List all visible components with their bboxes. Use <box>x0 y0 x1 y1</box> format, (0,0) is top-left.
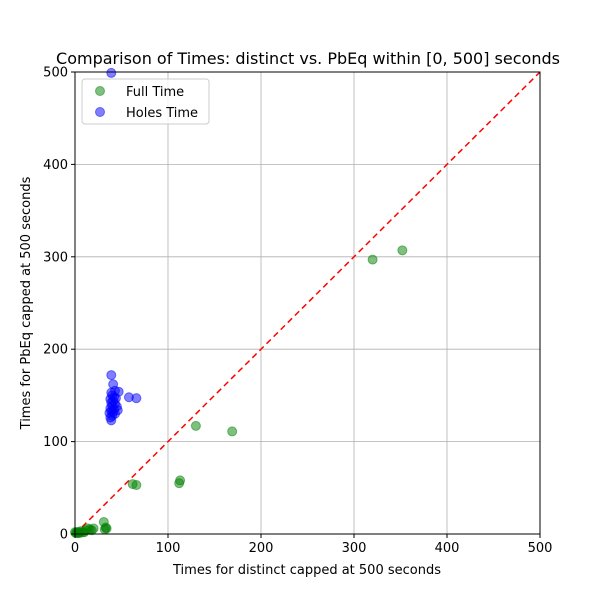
data-point-full-time <box>227 426 238 437</box>
legend-marker-full-time <box>95 86 105 96</box>
data-point-holes-time <box>106 370 117 381</box>
data-point-full-time <box>88 523 99 534</box>
data-point-holes-time <box>106 67 117 78</box>
data-point-full-time <box>101 523 112 534</box>
legend-box <box>81 78 210 125</box>
x-tick-label: 100 <box>156 541 181 556</box>
data-point-full-time <box>367 254 378 265</box>
grid <box>74 71 541 535</box>
data-point-holes-time <box>131 393 142 404</box>
legend-marker-holes-time <box>95 107 105 117</box>
y-axis-ticks: 0 100 200 300 400 500 <box>43 66 75 543</box>
legend-label-full-time: Full Time <box>126 85 184 100</box>
y-tick-label: 100 <box>43 435 68 450</box>
x-tick-label: 500 <box>528 541 553 556</box>
data-point-full-time <box>175 475 186 486</box>
data-point-full-time <box>190 420 201 431</box>
x-tick-label: 300 <box>342 541 367 556</box>
y-axis-label: Times for PbEq capped at 500 seconds <box>19 176 34 430</box>
y-tick-label: 400 <box>43 158 68 173</box>
y-tick-label: 0 <box>60 528 68 543</box>
x-tick-label: 400 <box>435 541 460 556</box>
data-points <box>70 67 408 539</box>
y-tick-label: 200 <box>43 343 68 358</box>
legend: Full Time Holes Time <box>81 78 210 125</box>
y-tick-label: 500 <box>43 66 68 81</box>
x-axis-ticks: 0 100 200 300 400 500 <box>71 534 553 556</box>
y-tick-label: 300 <box>43 250 68 265</box>
data-point-holes-time <box>106 415 117 426</box>
data-point-full-time <box>131 480 142 491</box>
data-point-full-time <box>397 245 408 256</box>
chart-title: Comparison of Times: distinct vs. PbEq w… <box>56 49 560 68</box>
x-tick-label: 200 <box>249 541 274 556</box>
x-axis-label: Times for distinct capped at 500 seconds <box>172 563 441 578</box>
legend-label-holes-time: Holes Time <box>126 106 198 121</box>
x-tick-label: 0 <box>71 541 79 556</box>
plot-area-frame <box>74 71 541 535</box>
